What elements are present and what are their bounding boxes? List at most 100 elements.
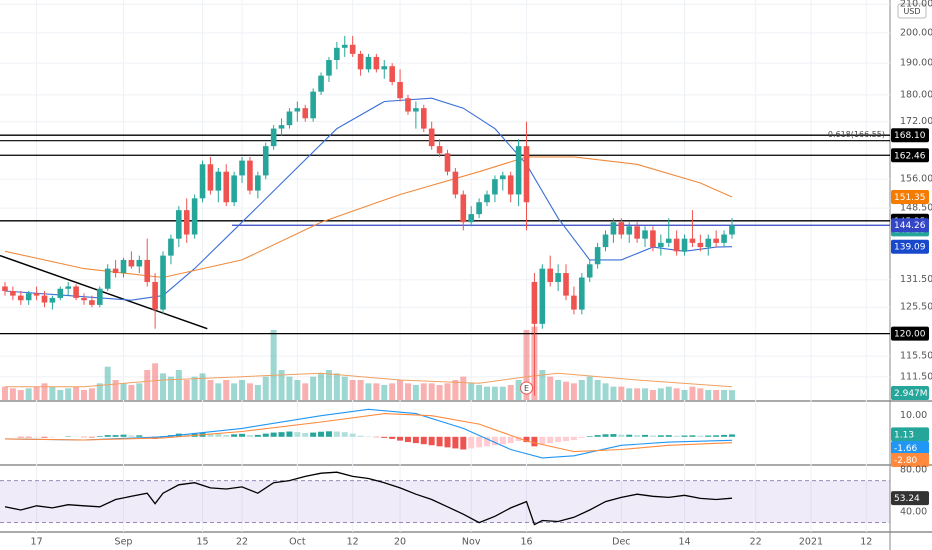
volume-bar [144, 370, 151, 400]
macd-histogram-bar [515, 436, 522, 442]
candle-body [420, 108, 427, 129]
volume-bar [167, 376, 174, 400]
x-tick-label: Sep [115, 537, 133, 548]
candle-body [349, 44, 356, 54]
volume-bar [618, 386, 625, 400]
volume-bar [673, 388, 680, 400]
x-tick-label: 22 [236, 537, 248, 548]
price-tag [891, 148, 929, 163]
candle-body [610, 222, 617, 235]
volume-bar [73, 386, 80, 400]
volume-bar [476, 385, 483, 400]
volume-bar [302, 383, 309, 400]
macd-histogram-bar [278, 432, 285, 437]
macd-histogram-bar [341, 432, 348, 437]
macd-histogram-bar [231, 434, 238, 437]
candle-body [247, 160, 253, 191]
candle-body [65, 286, 71, 289]
candle-body [128, 259, 135, 267]
moving-average-line [4, 97, 733, 301]
macd-histogram-bar [436, 436, 443, 447]
candle-body [334, 47, 340, 61]
macd-histogram-bar [721, 434, 728, 437]
volume-bar [626, 388, 633, 400]
candle-body [428, 128, 435, 147]
candle-body [436, 146, 443, 154]
volume-bar [586, 376, 593, 400]
price-tag-label: -1.66 [894, 444, 918, 454]
candle-body [2, 286, 8, 292]
macd-histogram-bar [626, 434, 633, 437]
x-tick-label: Dec [612, 537, 630, 548]
candle-body [144, 259, 151, 282]
candle-body [168, 238, 174, 256]
candle-body [365, 56, 372, 70]
rsi-band [0, 480, 890, 523]
candle-body [207, 164, 214, 191]
price-tag-label: 162.46 [894, 151, 926, 161]
volume-bar [444, 383, 451, 400]
macd-histogram-bar [302, 433, 309, 437]
volume-bar [555, 380, 562, 400]
macd-histogram-bar [483, 436, 490, 447]
candle-body [104, 268, 111, 289]
macd-histogram-bar [254, 434, 261, 437]
volume-bar [333, 373, 340, 400]
volume-bar [681, 390, 688, 400]
macd-histogram-bar [310, 432, 317, 437]
macd-histogram-bar [357, 435, 364, 437]
macd-histogram-bar [523, 436, 530, 443]
candle-body [136, 259, 143, 267]
volume-bar [634, 388, 641, 400]
macd-histogram-bar [215, 433, 222, 437]
y-tick-label: 111.50 [900, 371, 932, 382]
candle-body [33, 293, 40, 296]
price-tag-label: 144.26 [894, 221, 926, 231]
candle-body [381, 66, 388, 70]
macd-histogram-bar [286, 431, 293, 437]
price-tag-label: 2.947M [894, 389, 928, 399]
candle-body [721, 234, 727, 243]
candle-body [634, 226, 640, 239]
rsi-tick-label: 40.00 [900, 507, 927, 518]
candle-body [191, 198, 198, 235]
y-tick-label: 190.00 [900, 58, 932, 69]
candle-body [152, 281, 158, 310]
candle-body [120, 259, 127, 274]
macd-histogram-bar [420, 436, 427, 445]
volume-bar [207, 380, 214, 400]
currency-box [897, 3, 927, 19]
macd-histogram-bar [412, 436, 419, 444]
volume-bar [563, 381, 570, 400]
candle-body [318, 75, 324, 92]
macd-histogram-bar [507, 436, 514, 444]
candle-body [523, 146, 530, 203]
candle-body [484, 194, 490, 203]
volume-bar [365, 383, 372, 400]
y-tick-label: 148.50 [900, 203, 932, 214]
volume-bar [381, 385, 388, 400]
volume-bar [341, 376, 348, 400]
candle-body [183, 210, 190, 235]
macd-histogram-bar [681, 435, 688, 437]
macd-histogram-bar [404, 436, 411, 443]
candle-body [112, 268, 119, 274]
macd-histogram-bar [468, 436, 475, 449]
volume-bar [483, 386, 490, 400]
volume-bar [642, 388, 649, 400]
volume-bar [649, 390, 656, 400]
macd-histogram-bar [381, 436, 388, 438]
macd-histogram-bar [673, 435, 680, 437]
price-tag [891, 128, 929, 143]
volume-bar [199, 373, 206, 400]
price-tag [891, 218, 929, 233]
volume-bar [88, 388, 95, 400]
candle-body [507, 175, 514, 195]
candle-body [10, 291, 16, 296]
candle-body [73, 286, 79, 298]
macd-histogram-bar [88, 436, 95, 438]
volume-bar [325, 370, 332, 400]
x-tick-label: 14 [679, 537, 691, 548]
candle-body [460, 194, 467, 223]
macd-histogram-bar [49, 436, 56, 438]
